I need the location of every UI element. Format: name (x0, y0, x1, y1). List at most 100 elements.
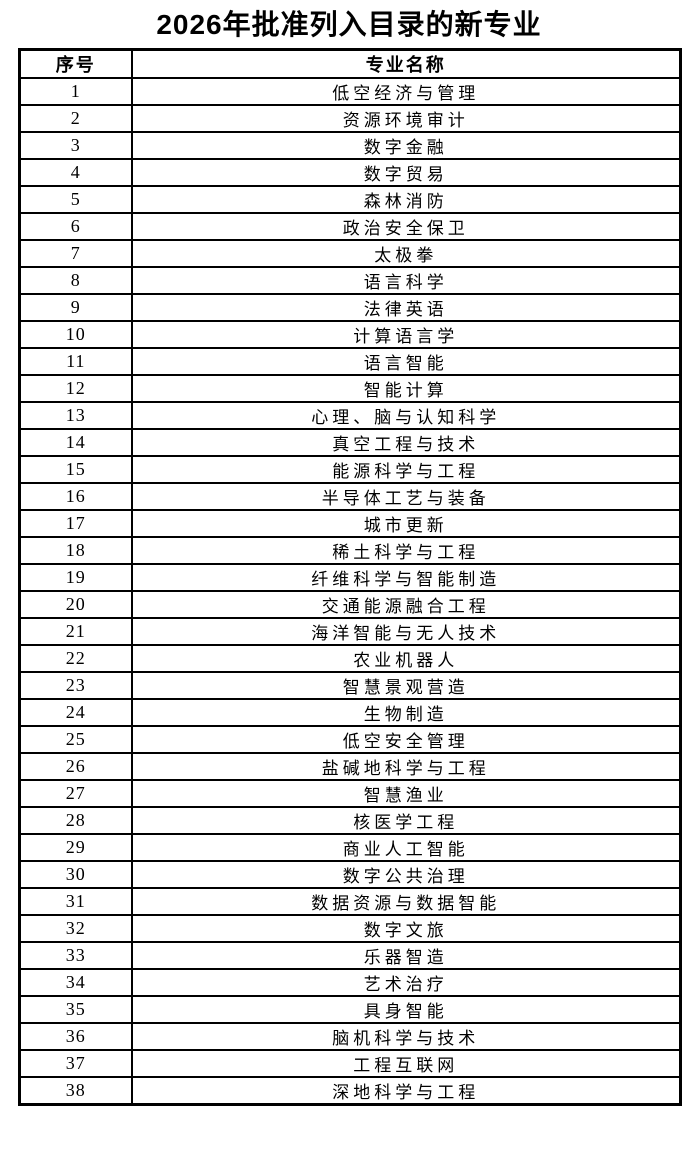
table-row: 36 脑机科学与技术 (18, 1022, 682, 1051)
row-index: 5 (18, 185, 133, 214)
table-row: 26 盐碱地科学与工程 (18, 752, 682, 781)
table-row: 19 纤维科学与智能制造 (18, 563, 682, 592)
row-index: 35 (18, 995, 133, 1024)
table-row: 13 心理、脑与认知科学 (18, 401, 682, 430)
major-name: 数字金融 (130, 131, 682, 160)
row-index: 14 (18, 428, 133, 457)
row-index: 28 (18, 806, 133, 835)
major-name: 低空安全管理 (130, 725, 682, 754)
row-index: 17 (18, 509, 133, 538)
table-row: 20 交通能源融合工程 (18, 590, 682, 619)
major-name: 盐碱地科学与工程 (130, 752, 682, 781)
table-row: 35 具身智能 (18, 995, 682, 1024)
major-name: 艺术治疗 (130, 968, 682, 997)
major-name: 真空工程与技术 (130, 428, 682, 457)
table-row: 38 深地科学与工程 (18, 1076, 682, 1106)
table-row: 8 语言科学 (18, 266, 682, 295)
major-name: 纤维科学与智能制造 (130, 563, 682, 592)
row-index: 19 (18, 563, 133, 592)
table-row: 11 语言智能 (18, 347, 682, 376)
major-name: 森林消防 (130, 185, 682, 214)
row-index: 7 (18, 239, 133, 268)
page-title: 2026年批准列入目录的新专业 (156, 9, 542, 40)
table-row: 7 太极拳 (18, 239, 682, 268)
major-name: 数字贸易 (130, 158, 682, 187)
table-row: 17 城市更新 (18, 509, 682, 538)
table-row: 22 农业机器人 (18, 644, 682, 673)
row-index: 9 (18, 293, 133, 322)
row-index: 33 (18, 941, 133, 970)
table-row: 33 乐器智造 (18, 941, 682, 970)
row-index: 30 (18, 860, 133, 889)
table-row: 34 艺术治疗 (18, 968, 682, 997)
major-name: 能源科学与工程 (130, 455, 682, 484)
table-row: 28 核医学工程 (18, 806, 682, 835)
table-row: 6 政治安全保卫 (18, 212, 682, 241)
table-row: 16 半导体工艺与装备 (18, 482, 682, 511)
major-name: 交通能源融合工程 (130, 590, 682, 619)
table-row: 25 低空安全管理 (18, 725, 682, 754)
table-row: 37 工程互联网 (18, 1049, 682, 1078)
table-row: 24 生物制造 (18, 698, 682, 727)
row-index: 36 (18, 1022, 133, 1051)
major-name: 心理、脑与认知科学 (130, 401, 682, 430)
table-row: 3 数字金融 (18, 131, 682, 160)
major-name: 语言智能 (130, 347, 682, 376)
major-name: 工程互联网 (130, 1049, 682, 1078)
table-row: 2 资源环境审计 (18, 104, 682, 133)
major-name: 数字公共治理 (130, 860, 682, 889)
row-index: 2 (18, 104, 133, 133)
row-index: 11 (18, 347, 133, 376)
table-row: 23 智慧景观营造 (18, 671, 682, 700)
major-name: 法律英语 (130, 293, 682, 322)
major-name: 语言科学 (130, 266, 682, 295)
table-row: 14 真空工程与技术 (18, 428, 682, 457)
row-index: 38 (18, 1076, 133, 1106)
row-index: 4 (18, 158, 133, 187)
col-header-major-name: 专业名称 (130, 48, 682, 79)
major-name: 稀土科学与工程 (130, 536, 682, 565)
major-name: 乐器智造 (130, 941, 682, 970)
major-name: 政治安全保卫 (130, 212, 682, 241)
row-index: 37 (18, 1049, 133, 1078)
row-index: 31 (18, 887, 133, 916)
major-name: 脑机科学与技术 (130, 1022, 682, 1051)
row-index: 23 (18, 671, 133, 700)
row-index: 32 (18, 914, 133, 943)
major-name: 生物制造 (130, 698, 682, 727)
major-name: 智慧渔业 (130, 779, 682, 808)
row-index: 10 (18, 320, 133, 349)
table-row: 5 森林消防 (18, 185, 682, 214)
major-name: 深地科学与工程 (130, 1076, 682, 1106)
major-name: 资源环境审计 (130, 104, 682, 133)
major-name: 半导体工艺与装备 (130, 482, 682, 511)
row-index: 20 (18, 590, 133, 619)
row-index: 18 (18, 536, 133, 565)
table-row: 4 数字贸易 (18, 158, 682, 187)
major-name: 智慧景观营造 (130, 671, 682, 700)
row-index: 27 (18, 779, 133, 808)
major-name: 太极拳 (130, 239, 682, 268)
major-name: 数据资源与数据智能 (130, 887, 682, 916)
row-index: 13 (18, 401, 133, 430)
col-header-index: 序号 (18, 48, 133, 79)
major-name: 商业人工智能 (130, 833, 682, 862)
row-index: 29 (18, 833, 133, 862)
row-index: 15 (18, 455, 133, 484)
table-row: 30 数字公共治理 (18, 860, 682, 889)
table-row: 21 海洋智能与无人技术 (18, 617, 682, 646)
row-index: 3 (18, 131, 133, 160)
major-name: 计算语言学 (130, 320, 682, 349)
major-name: 城市更新 (130, 509, 682, 538)
table-row: 27 智慧渔业 (18, 779, 682, 808)
row-index: 8 (18, 266, 133, 295)
row-index: 24 (18, 698, 133, 727)
row-index: 22 (18, 644, 133, 673)
table-row: 31 数据资源与数据智能 (18, 887, 682, 916)
row-index: 16 (18, 482, 133, 511)
row-index: 12 (18, 374, 133, 403)
major-name: 核医学工程 (130, 806, 682, 835)
major-name: 具身智能 (130, 995, 682, 1024)
major-name: 低空经济与管理 (130, 77, 682, 106)
